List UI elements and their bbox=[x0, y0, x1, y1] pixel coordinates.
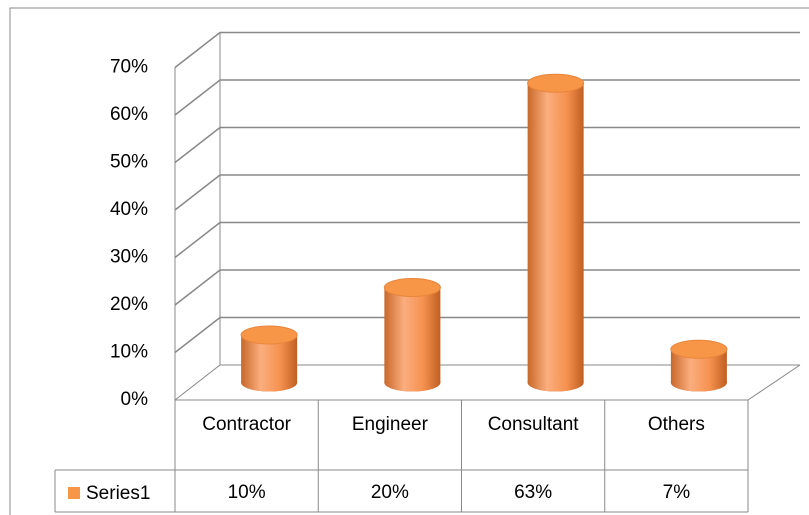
x-tick-label: Others bbox=[647, 414, 705, 435]
bar-bottom-front bbox=[384, 373, 441, 392]
x-tick-label: Consultant bbox=[487, 414, 579, 435]
value-label: 10% bbox=[227, 482, 266, 503]
x-tick-label: Engineer bbox=[351, 414, 428, 435]
grid-line bbox=[174, 174, 800, 211]
grid-line bbox=[174, 364, 800, 401]
y-tick-label: 10% bbox=[110, 342, 148, 363]
x-tick-label: Contractor bbox=[202, 414, 291, 435]
bar bbox=[527, 83, 584, 383]
grid-line bbox=[174, 221, 800, 259]
value-label: 20% bbox=[370, 482, 409, 503]
grid-line bbox=[174, 79, 800, 116]
grid-line bbox=[174, 126, 800, 164]
y-tick-label: 50% bbox=[110, 152, 148, 173]
bar-top bbox=[240, 325, 298, 345]
bar bbox=[384, 287, 441, 383]
bar-bottom-front bbox=[670, 373, 727, 392]
bar-bottom-front bbox=[241, 373, 298, 392]
value-label: 7% bbox=[662, 482, 691, 503]
y-tick-label: 60% bbox=[110, 104, 148, 125]
legend-swatch bbox=[68, 487, 80, 499]
grid-line bbox=[174, 31, 800, 69]
grid-line bbox=[174, 269, 800, 306]
bar-top bbox=[527, 73, 585, 93]
y-tick-label: 30% bbox=[110, 247, 148, 268]
value-label: 63% bbox=[514, 482, 553, 503]
floor-edge bbox=[747, 364, 801, 401]
y-tick-label: 0% bbox=[121, 389, 149, 410]
bar-top bbox=[670, 339, 728, 359]
y-tick-label: 70% bbox=[110, 57, 148, 78]
legend-label: Series1 bbox=[86, 483, 150, 504]
bar-top bbox=[383, 278, 441, 297]
chart-border bbox=[9, 7, 809, 515]
bar-bottom-front bbox=[527, 373, 584, 392]
y-tick-label: 20% bbox=[110, 294, 148, 315]
grid-line bbox=[174, 316, 800, 354]
y-tick-label: 40% bbox=[110, 199, 148, 220]
